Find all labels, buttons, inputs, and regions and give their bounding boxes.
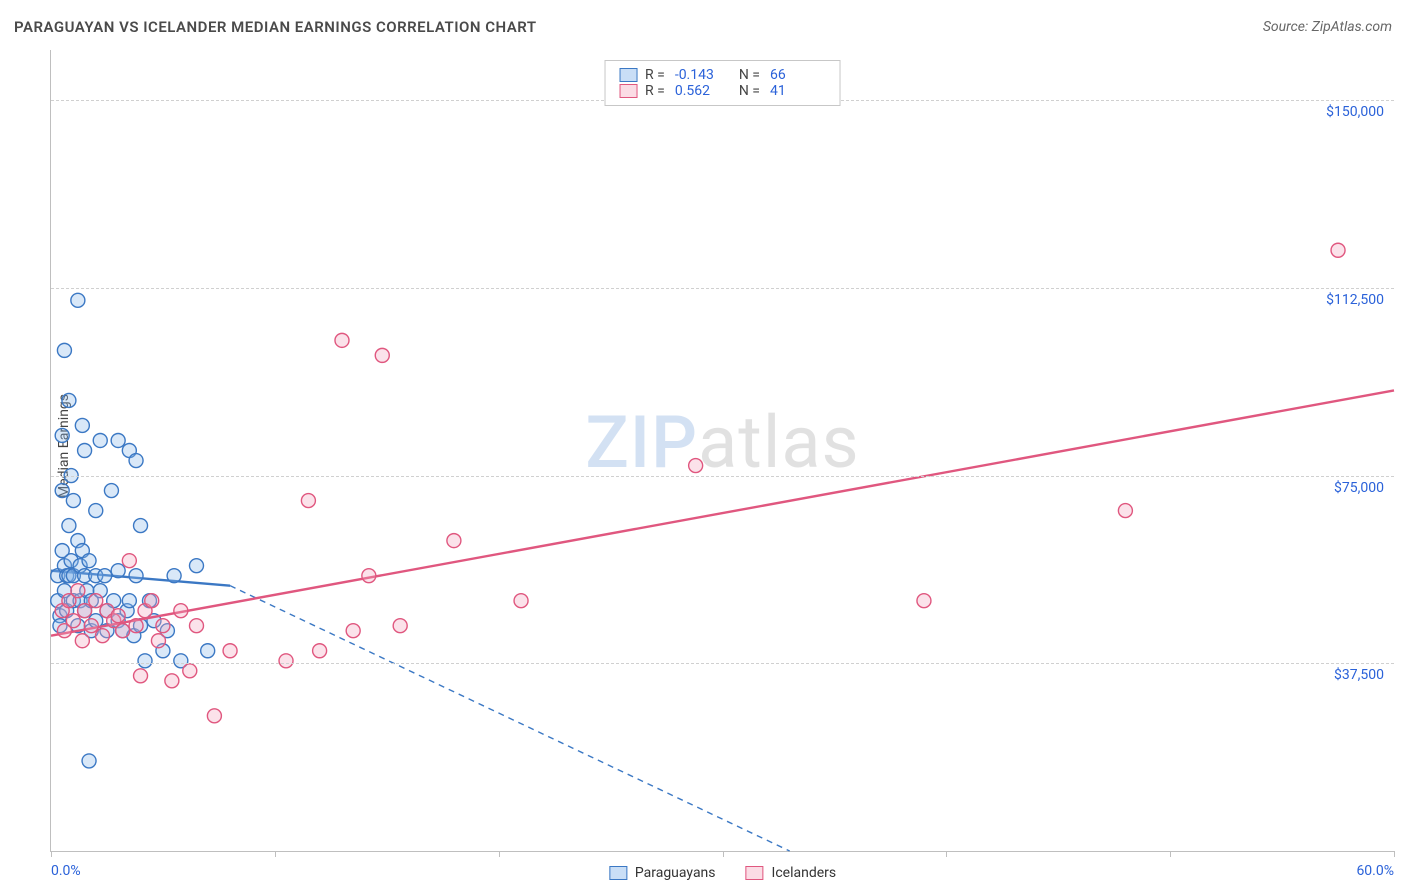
chart-plot-area: ZIPatlas R = -0.143 N = 66 R = 0.562 N =… xyxy=(50,50,1394,852)
y-tick-label: $150,000 xyxy=(1326,104,1384,120)
y-tick-label: $112,500 xyxy=(1326,292,1384,308)
legend-row-paraguayans: R = -0.143 N = 66 xyxy=(619,67,826,83)
x-tick xyxy=(723,851,724,857)
x-tick xyxy=(1394,851,1395,857)
gridline xyxy=(51,476,1394,477)
x-axis-min-label: 0.0% xyxy=(51,863,81,879)
x-tick xyxy=(51,851,52,857)
legend-row-icelanders: R = 0.562 N = 41 xyxy=(619,83,826,99)
correlation-legend: R = -0.143 N = 66 R = 0.562 N = 41 xyxy=(604,60,841,106)
series-legend: Paraguayans Icelanders xyxy=(609,865,836,881)
legend-item-paraguayans: Paraguayans xyxy=(609,865,716,881)
swatch-icon xyxy=(609,866,627,880)
swatch-icon xyxy=(619,84,637,98)
x-tick xyxy=(1170,851,1171,857)
swatch-icon xyxy=(746,866,764,880)
legend-item-icelanders: Icelanders xyxy=(746,865,837,881)
y-tick-label: $75,000 xyxy=(1334,480,1384,496)
y-tick-label: $37,500 xyxy=(1334,667,1384,683)
scatter-svg xyxy=(51,50,1394,851)
swatch-icon xyxy=(619,68,637,82)
source-attribution: Source: ZipAtlas.com xyxy=(1263,19,1392,35)
chart-title: PARAGUAYAN VS ICELANDER MEDIAN EARNINGS … xyxy=(14,18,537,36)
x-tick xyxy=(499,851,500,857)
x-tick xyxy=(275,851,276,857)
x-tick xyxy=(946,851,947,857)
gridline xyxy=(51,288,1394,289)
x-axis-max-label: 60.0% xyxy=(1356,863,1394,879)
gridline xyxy=(51,663,1394,664)
